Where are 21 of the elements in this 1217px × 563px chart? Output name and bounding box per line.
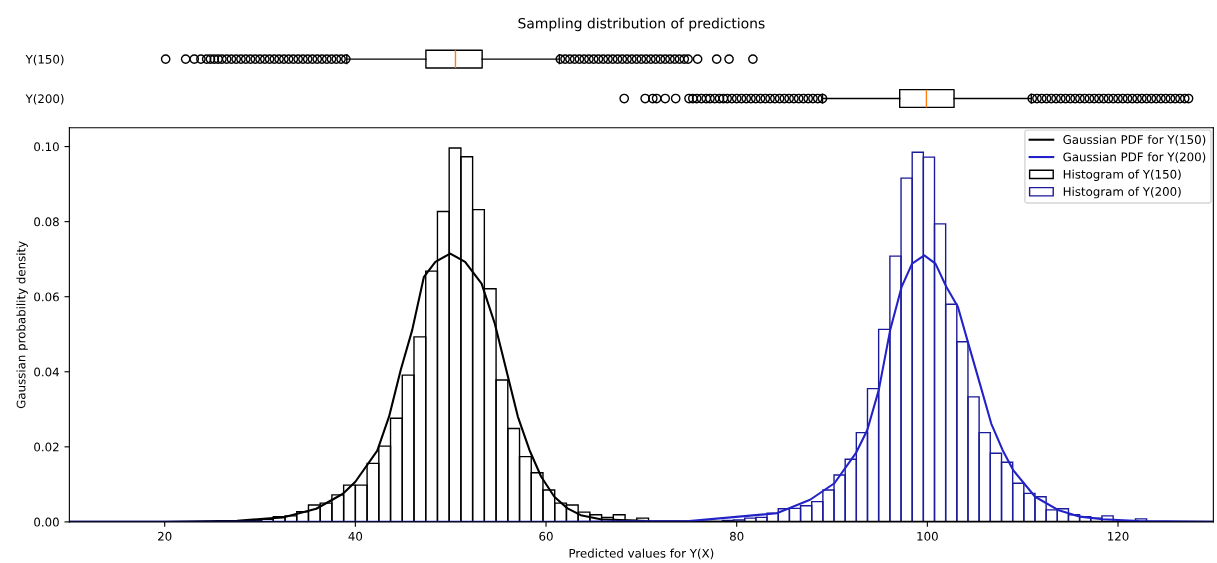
x-tick-label: 80 [729,531,744,541]
legend-label: Histogram of Y(150) [1063,169,1181,181]
y-tick-label: 0.10 [34,142,59,152]
y-tick-label: 0.00 [34,517,59,527]
chart-title: Sampling distribution of predictions [518,17,765,32]
x-tick-label: 40 [348,531,363,541]
y-axis-title: Gaussian probability density [16,241,28,409]
legend-label: Gaussian PDF for Y(150) [1063,134,1206,146]
y-tick-label: Y(200) [25,94,64,105]
x-tick-label: 120 [1108,531,1129,541]
x-tick-label: 20 [158,531,172,541]
y-tick-label: 0.06 [34,292,59,302]
legend-label: Gaussian PDF for Y(200) [1063,152,1206,163]
legend-label: Histogram of Y(200) [1063,186,1181,199]
x-axis-title: Predicted values for Y(X) [569,548,714,560]
y-tick-label: 0.04 [34,367,59,377]
y-tick-label: 0.08 [34,217,59,227]
y-tick-label: 0.02 [34,442,59,452]
x-tick-label: 100 [917,531,938,541]
y-tick-label: Y(150) [25,54,64,66]
x-tick-label: 60 [539,531,553,541]
